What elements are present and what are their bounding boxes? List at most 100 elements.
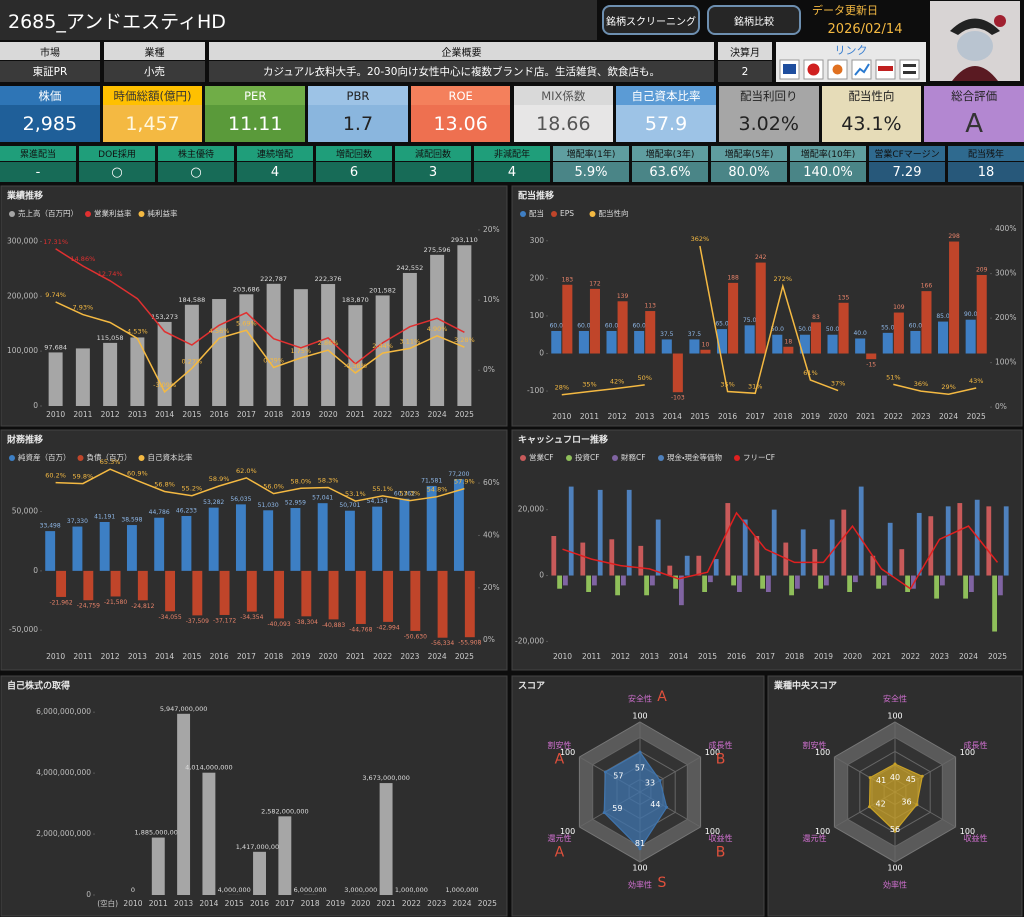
legend-marker: [9, 211, 15, 217]
data-label: 184,588: [178, 296, 205, 304]
data-label: 45: [906, 775, 916, 784]
data-label: 42: [876, 799, 886, 808]
data-label: 14.86%: [70, 255, 95, 263]
x-tick-label: 2022: [402, 899, 421, 908]
bar: [905, 575, 910, 592]
data-label: -44,768: [349, 626, 372, 633]
x-tick-label: 2012: [101, 652, 120, 661]
x-tick-label: 2024: [452, 899, 471, 908]
data-label: 60.2%: [45, 472, 66, 480]
data-label: 41,191: [94, 513, 115, 520]
x-tick-label: 2020: [319, 410, 338, 419]
bar: [290, 508, 301, 571]
data-label: 31%: [748, 382, 762, 390]
metric-label: MIX係数: [513, 86, 614, 105]
data-label: 362%: [691, 235, 710, 243]
line: [55, 468, 465, 502]
data-label: 153,273: [151, 313, 178, 321]
x-tick-label: 2016: [718, 412, 737, 421]
bar: [410, 570, 421, 631]
bar: [606, 330, 617, 354]
bar: [426, 485, 437, 571]
radar-point: [603, 770, 607, 774]
legend-marker: [85, 211, 91, 217]
bar: [621, 575, 626, 586]
data-label: 41: [876, 776, 886, 785]
metric-value: 3.02%: [718, 105, 819, 142]
data-label: -0.38%: [344, 362, 367, 370]
bar: [321, 284, 336, 406]
data-label: -24,759: [77, 603, 100, 610]
bar: [921, 291, 932, 354]
bar: [882, 332, 893, 354]
metric-value: 1,457: [102, 105, 203, 142]
bar: [597, 489, 603, 576]
data-label: -34,354: [240, 614, 263, 621]
bar: [810, 322, 821, 354]
bar: [829, 519, 835, 576]
x-tick-label: 2023: [911, 412, 930, 421]
indicator-label: 増配率(3年): [632, 146, 708, 161]
bar: [253, 851, 266, 895]
bar: [328, 570, 339, 620]
y-tick-label: 0%: [483, 365, 495, 374]
x-tick-label: 2017: [237, 410, 256, 419]
x-tick-label: 2014: [199, 899, 218, 908]
x-tick-label: 2025: [967, 412, 986, 421]
bar: [824, 575, 829, 586]
bar: [965, 319, 976, 354]
x-tick-label: 2016: [250, 899, 269, 908]
data-label: 2.44%: [372, 342, 393, 350]
radar-grade: B: [716, 845, 726, 861]
indicator-label: 増配回数: [316, 146, 392, 161]
bar: [562, 284, 573, 354]
bar: [192, 570, 203, 616]
legend-label: 配当性向: [599, 208, 629, 218]
radar-axis-label: 安全性: [628, 694, 652, 704]
data-label: 3,000,000: [344, 886, 377, 894]
data-label: 242,552: [396, 264, 423, 272]
x-tick-label: 2011: [73, 652, 92, 661]
x-tick-label: 2011: [582, 652, 601, 661]
data-label: 166: [921, 283, 933, 290]
x-tick-label: 2021: [346, 652, 365, 661]
radar-max-label: 100: [705, 748, 720, 757]
x-tick-label: 2019: [801, 412, 820, 421]
bar: [969, 575, 974, 592]
y-tick-label: 0%: [995, 402, 1007, 411]
indicator-value: -: [0, 162, 76, 182]
screening-button[interactable]: 銘柄スクリーニング: [602, 5, 700, 35]
bar: [464, 570, 475, 638]
x-tick-label: 2017: [275, 899, 294, 908]
legend-marker: [612, 455, 618, 461]
bar: [151, 837, 165, 895]
radar-axis-label: 還元性: [802, 833, 826, 843]
bar: [99, 521, 110, 571]
bar: [986, 506, 992, 576]
x-tick-label: 2019: [814, 652, 833, 661]
data-label: -37,509: [186, 618, 209, 625]
bar: [847, 575, 852, 592]
bar: [578, 330, 589, 354]
bar: [301, 570, 312, 617]
metric-label: 時価総額(億円): [102, 86, 203, 105]
data-label: 4.53%: [127, 327, 148, 335]
radar-max-label: 100: [887, 712, 902, 721]
radar-max-label: 100: [560, 827, 575, 836]
data-label: 9.74%: [45, 291, 66, 299]
x-tick-label: 2023: [427, 899, 446, 908]
panel: [0, 429, 508, 671]
bar: [563, 575, 568, 586]
indicator-value: 7.29: [869, 162, 945, 182]
x-tick-label: 2018: [773, 412, 792, 421]
radar-max-label: 100: [705, 827, 720, 836]
radar-axis-label: 効率性: [628, 880, 652, 890]
data-label: 65.0: [715, 321, 729, 328]
compare-button[interactable]: 銘柄比較: [707, 5, 801, 35]
bar: [235, 504, 246, 571]
data-label: 2.86%: [318, 339, 339, 347]
data-label: 60.0: [577, 322, 591, 329]
y-tick-label: 300,000: [7, 236, 38, 245]
data-label: 54.8%: [427, 486, 448, 494]
